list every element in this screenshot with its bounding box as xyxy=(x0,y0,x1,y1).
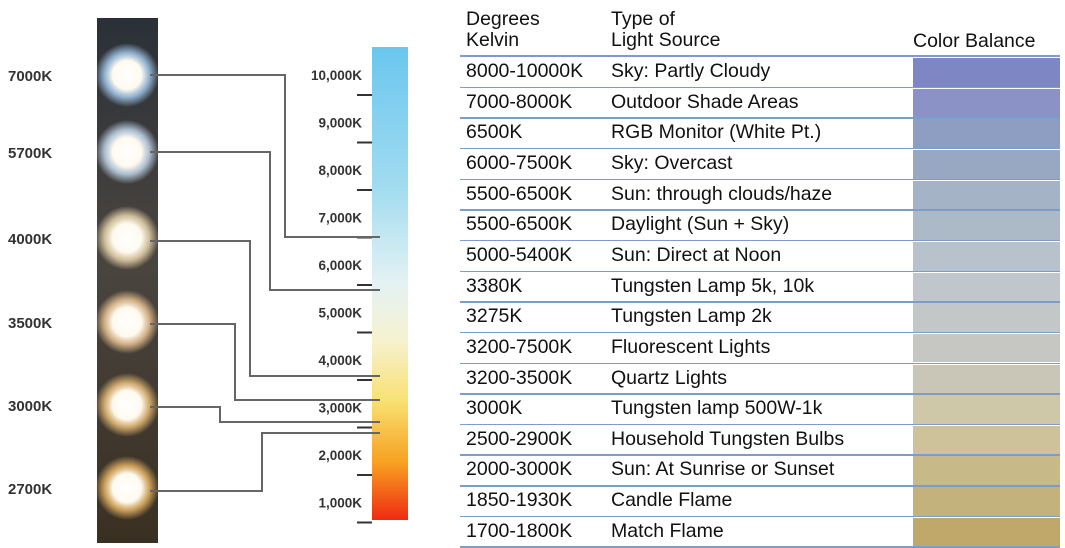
light-source: Sun: Direct at Noon xyxy=(611,245,781,266)
light-source: Fluorescent Lights xyxy=(611,337,770,358)
kelvin-range: 6500K xyxy=(466,122,522,143)
kelvin-range: 3380K xyxy=(466,276,522,297)
led-bulb xyxy=(95,456,159,520)
light-source: Tungsten lamp 500W-1k xyxy=(611,398,822,419)
led-label: 4000K xyxy=(8,231,52,248)
kelvin-range: 5500-6500K xyxy=(466,214,572,235)
led-label: 3000K xyxy=(8,398,52,415)
light-source: Sky: Overcast xyxy=(611,153,732,174)
light-source: Sun: through clouds/haze xyxy=(611,184,832,205)
kelvin-range: 6000-7500K xyxy=(466,153,572,174)
color-swatch xyxy=(913,456,1060,485)
light-source: Tungsten Lamp 5k, 10k xyxy=(611,276,814,297)
color-swatch xyxy=(913,426,1060,455)
color-swatch xyxy=(913,273,1060,302)
kelvin-range: 3000K xyxy=(466,398,522,419)
scale-label: 1,000K xyxy=(318,496,362,511)
led-label: 3500K xyxy=(8,315,52,332)
scale-label: 3,000K xyxy=(318,401,362,416)
light-source: Tungsten Lamp 2k xyxy=(611,306,772,327)
header-rule xyxy=(460,55,1060,57)
color-swatch xyxy=(913,150,1060,179)
color-swatch xyxy=(913,119,1060,148)
color-scale xyxy=(372,47,408,520)
color-swatch xyxy=(913,487,1060,516)
led-label: 5700K xyxy=(8,145,52,162)
led-bulb xyxy=(95,43,159,107)
light-source: Daylight (Sun + Sky) xyxy=(611,214,789,235)
led-bulb xyxy=(95,373,159,437)
light-source: Household Tungsten Bulbs xyxy=(611,429,844,450)
color-swatch xyxy=(913,58,1060,87)
color-swatch xyxy=(913,242,1060,271)
scale-label: 9,000K xyxy=(318,116,362,131)
color-swatch xyxy=(913,211,1060,240)
color-swatch xyxy=(913,334,1060,363)
led-label: 7000K xyxy=(8,68,52,85)
led-label: 2700K xyxy=(8,481,52,498)
light-source: RGB Monitor (White Pt.) xyxy=(611,122,821,143)
light-source: Candle Flame xyxy=(611,490,732,511)
scale-label: 7,000K xyxy=(318,211,362,226)
kelvin-range: 7000-8000K xyxy=(466,92,572,113)
page: 7000K 5700K 4000K 3500K 3000K 2700K 10,000K 9,0… xyxy=(0,0,1065,543)
light-source: Match Flame xyxy=(611,521,724,542)
kelvin-range: 2000-3000K xyxy=(466,459,572,480)
scale-label: 10,000K xyxy=(311,68,362,83)
kelvin-range: 8000-10000K xyxy=(466,61,583,82)
color-swatch xyxy=(913,181,1060,210)
color-swatch xyxy=(913,303,1060,332)
light-source: Sky: Partly Cloudy xyxy=(611,61,770,82)
kelvin-range: 2500-2900K xyxy=(466,429,572,450)
column-header: Type of Light Source xyxy=(611,9,721,51)
kelvin-range: 5000-5400K xyxy=(466,245,572,266)
color-swatch xyxy=(913,395,1060,424)
column-header: Degrees Kelvin xyxy=(466,9,540,51)
kelvin-range: 5500-6500K xyxy=(466,184,572,205)
led-bulb xyxy=(95,206,159,270)
scale-label: 2,000K xyxy=(318,448,362,463)
light-table: Degrees Kelvin Type of Light Source Color … xyxy=(460,0,1065,543)
light-source: Quartz Lights xyxy=(611,368,727,389)
kelvin-diagram: 7000K 5700K 4000K 3500K 3000K 2700K 10,000K 9,0… xyxy=(0,0,450,543)
kelvin-range: 1700-1800K xyxy=(466,521,572,542)
scale-label: 4,000K xyxy=(318,353,362,368)
scale-label: 8,000K xyxy=(318,163,362,178)
color-swatch xyxy=(913,365,1060,394)
color-swatch xyxy=(913,518,1060,547)
kelvin-range: 3200-3500K xyxy=(466,368,572,389)
kelvin-range: 1850-1930K xyxy=(466,490,572,511)
led-bulb xyxy=(95,120,159,184)
scale-label: 5,000K xyxy=(318,306,362,321)
kelvin-range: 3275K xyxy=(466,306,522,327)
light-source: Outdoor Shade Areas xyxy=(611,92,799,113)
light-source: Sun: At Sunrise or Sunset xyxy=(611,459,834,480)
led-bulb xyxy=(95,290,159,354)
column-header: Color Balance xyxy=(913,31,1035,52)
color-swatch xyxy=(913,89,1060,118)
scale-label: 6,000K xyxy=(318,258,362,273)
kelvin-range: 3200-7500K xyxy=(466,337,572,358)
